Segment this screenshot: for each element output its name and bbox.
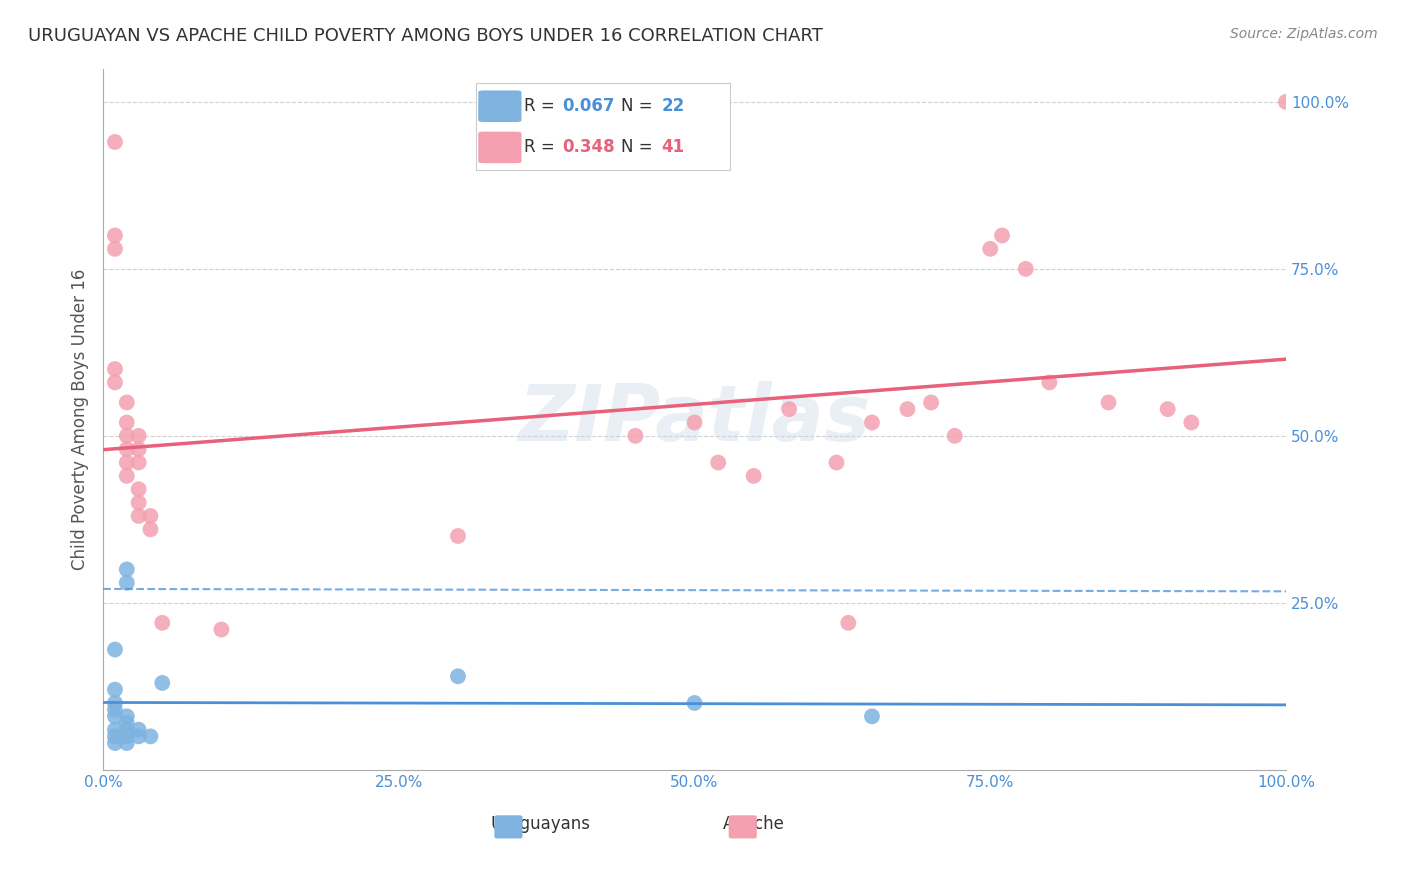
- Point: [150, 676, 173, 690]
- Point: [683, 416, 706, 430]
- Point: [447, 529, 470, 543]
- Point: [447, 669, 470, 683]
- Point: [1097, 395, 1119, 409]
- Point: [1156, 402, 1178, 417]
- Point: [128, 456, 150, 470]
- Point: [104, 736, 127, 750]
- Point: [115, 709, 138, 723]
- Point: [115, 395, 138, 409]
- Point: [139, 508, 162, 523]
- Point: [707, 456, 730, 470]
- Point: [104, 696, 127, 710]
- Point: [104, 135, 127, 149]
- Text: Source: ZipAtlas.com: Source: ZipAtlas.com: [1230, 27, 1378, 41]
- Point: [624, 429, 647, 443]
- Point: [128, 730, 150, 744]
- Point: [991, 228, 1014, 243]
- Point: [128, 442, 150, 457]
- Text: URUGUAYAN VS APACHE CHILD POVERTY AMONG BOYS UNDER 16 CORRELATION CHART: URUGUAYAN VS APACHE CHILD POVERTY AMONG …: [28, 27, 823, 45]
- Point: [943, 429, 966, 443]
- Point: [742, 469, 765, 483]
- Point: [115, 730, 138, 744]
- Point: [115, 429, 138, 443]
- Point: [683, 696, 706, 710]
- Point: [837, 615, 859, 630]
- Point: [115, 456, 138, 470]
- Text: Apache: Apache: [723, 815, 785, 833]
- Point: [115, 442, 138, 457]
- Point: [1015, 261, 1038, 276]
- Point: [139, 730, 162, 744]
- Y-axis label: Child Poverty Among Boys Under 16: Child Poverty Among Boys Under 16: [72, 268, 89, 570]
- Point: [778, 402, 800, 417]
- Point: [128, 429, 150, 443]
- Point: [104, 362, 127, 376]
- Point: [150, 615, 173, 630]
- Point: [115, 723, 138, 737]
- Point: [115, 736, 138, 750]
- Point: [860, 709, 883, 723]
- Point: [128, 495, 150, 509]
- Point: [104, 703, 127, 717]
- Point: [920, 395, 942, 409]
- Point: [104, 242, 127, 256]
- Point: [115, 562, 138, 576]
- Point: [104, 723, 127, 737]
- Point: [128, 482, 150, 496]
- Point: [1180, 416, 1202, 430]
- Point: [139, 522, 162, 536]
- Point: [128, 723, 150, 737]
- Point: [128, 508, 150, 523]
- Text: ZIPatlas: ZIPatlas: [519, 381, 870, 457]
- Point: [104, 709, 127, 723]
- Point: [104, 642, 127, 657]
- Point: [860, 416, 883, 430]
- Point: [825, 456, 848, 470]
- Point: [896, 402, 918, 417]
- Text: Uruguayans: Uruguayans: [491, 815, 591, 833]
- Point: [104, 730, 127, 744]
- Point: [1038, 376, 1060, 390]
- Point: [115, 416, 138, 430]
- Point: [104, 682, 127, 697]
- Point: [1275, 95, 1298, 109]
- Point: [104, 228, 127, 243]
- Point: [979, 242, 1001, 256]
- Point: [115, 716, 138, 731]
- Point: [209, 623, 232, 637]
- Point: [115, 575, 138, 590]
- Point: [104, 376, 127, 390]
- Point: [115, 469, 138, 483]
